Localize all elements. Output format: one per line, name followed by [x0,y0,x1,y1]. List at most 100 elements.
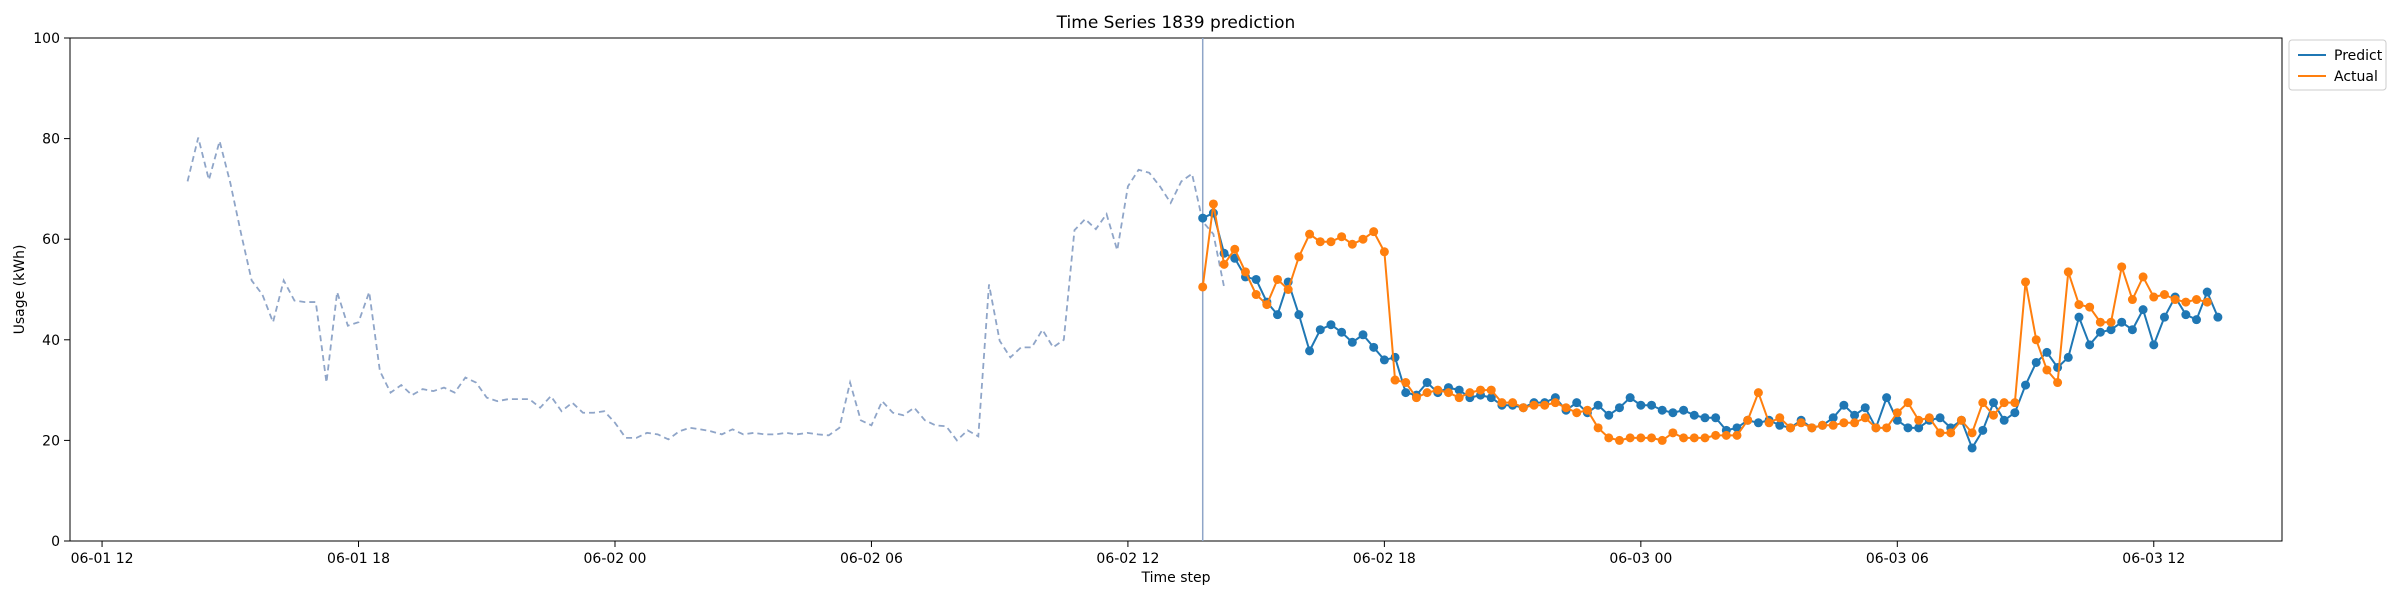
actual-point [2138,272,2148,282]
predict-point [2202,287,2212,297]
x-axis-label: Time step [1141,570,1211,586]
actual-point [1443,388,1453,398]
actual-point [1486,385,1496,395]
predict-point [1315,325,1325,335]
actual-point [1743,415,1753,425]
actual-point [1764,418,1774,428]
predict-point [1572,398,1582,408]
predict-line [1202,211,2219,451]
x-tick-label: 06-02 18 [1353,551,1416,567]
actual-point [1508,398,1518,408]
x-tick-label: 06-01 12 [71,551,134,567]
actual-point [1315,237,1325,247]
y-axis-label: Usage (kWh) [12,245,28,335]
predict-point [1988,398,1998,408]
predict-point [1700,413,1710,423]
actual-point [1914,415,1924,425]
predict-point [2031,357,2041,367]
y-tick-label: 80 [42,132,60,148]
predict-point [1614,403,1624,413]
actual-point [1561,403,1571,413]
predict-point [1711,413,1721,423]
actual-point [1230,244,1240,254]
actual-point [1369,227,1379,237]
actual-point [1839,418,1849,428]
predict-point [1486,393,1496,403]
actual-point [2063,267,2073,277]
predict-point [1198,213,1208,223]
actual-point [1240,267,1250,277]
actual-point [1358,234,1368,244]
actual-point [1636,433,1646,443]
actual-point [2170,295,2180,305]
predict-point [1775,420,1785,430]
actual-point [1828,420,1838,430]
actual-point [1903,398,1913,408]
actual-point [1668,428,1678,438]
x-tick-label: 06-02 06 [840,551,903,567]
actual-point [1647,433,1657,443]
actual-point [1850,418,1860,428]
actual-point [2021,277,2031,287]
predict-point [2192,315,2202,325]
actual-point [1582,405,1592,415]
actual-point [1753,388,1763,398]
actual-point [1860,413,1870,423]
predict-point [2074,312,2084,322]
actual-point [1614,435,1624,445]
predict-point [1337,327,1347,337]
actual-point [2095,317,2105,327]
actual-point [1988,410,1998,420]
actual-point [1390,375,1400,385]
predict-point [1636,400,1646,410]
actual-point [1454,393,1464,403]
actual-point [1497,398,1507,408]
x-tick-label: 06-01 18 [327,551,390,567]
predict-point [2085,340,2095,350]
predict-point [1401,388,1411,398]
actual-point [1572,408,1582,418]
forecast-series [1198,199,2223,453]
actual-point [1294,252,1304,262]
actual-point [1882,423,1892,433]
actual-point [1999,398,2009,408]
predict-point [1294,310,1304,320]
predict-point [1935,413,1945,423]
legend: Predict Actual [2288,39,2387,91]
actual-point [2010,398,2020,408]
actual-point [2149,292,2159,302]
chart-title: Time Series 1839 prediction [1056,13,1296,33]
actual-point [1198,282,1208,292]
predict-point [1967,443,1977,453]
predict-point [2010,408,2020,418]
actual-point [1593,423,1603,433]
actual-point [1732,430,1742,440]
predict-point [1732,423,1742,433]
x-tick-label: 06-03 12 [2122,551,2185,567]
predict-point [1422,378,1432,388]
predict-point [1882,393,1892,403]
actual-point [1347,239,1357,249]
series-actual [1198,199,2212,445]
predict-point [1593,400,1603,410]
predict-point [1647,400,1657,410]
predict-point [1604,410,1614,420]
actual-point [1625,433,1635,443]
predict-point [2149,340,2159,350]
actual-point [1379,247,1389,257]
actual-point [2053,378,2063,388]
history-line [186,137,1225,442]
actual-point [1946,428,1956,438]
actual-point [1251,290,1261,300]
actual-point [2127,295,2137,305]
predict-point [1369,342,1379,352]
predict-point [2042,347,2052,357]
predict-point [1892,415,1902,425]
actual-point [1924,413,1934,423]
actual-point [2181,297,2191,307]
actual-point [1433,385,1443,395]
actual-point [1721,430,1731,440]
predict-point [2213,312,2223,322]
legend-box [2288,39,2387,91]
actual-point [2106,317,2116,327]
